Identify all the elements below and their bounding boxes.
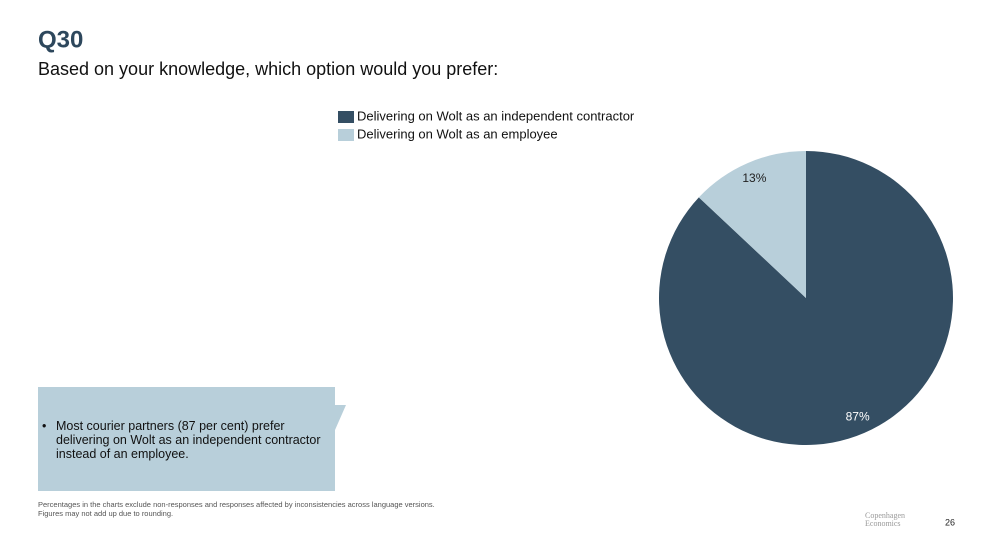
callout-text: Most courier partners (87 per cent) pref…: [42, 419, 332, 461]
slide-title: Q30: [38, 26, 83, 53]
page-number: 26: [945, 517, 955, 527]
pie-slice: [698, 151, 806, 298]
logo: Economics: [865, 519, 901, 528]
footnote: Figures may not add up due to rounding.: [38, 509, 173, 518]
legend-label: Delivering on Wolt as an employee: [357, 126, 558, 141]
legend-label: Delivering on Wolt as an independent con…: [357, 108, 635, 123]
legend-swatch: [338, 111, 354, 123]
legend-swatch: [338, 129, 354, 141]
data-label: 13%: [742, 171, 766, 185]
data-label: 87%: [846, 409, 870, 423]
subtitle: Based on your knowledge, which option wo…: [38, 59, 498, 79]
footnote: Percentages in the charts exclude non-re…: [38, 500, 435, 509]
logo: Copenhagen: [865, 511, 905, 520]
